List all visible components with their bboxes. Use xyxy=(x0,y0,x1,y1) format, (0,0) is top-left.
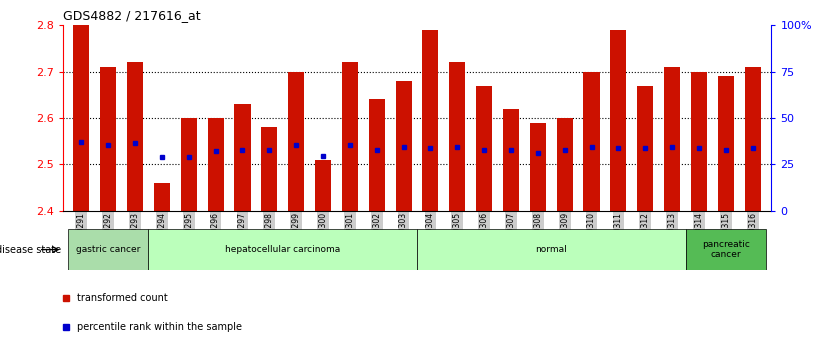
Bar xyxy=(450,62,465,211)
Bar xyxy=(691,72,707,211)
Bar xyxy=(686,229,766,270)
Bar xyxy=(637,86,653,211)
Bar xyxy=(127,62,143,211)
Text: GDS4882 / 217616_at: GDS4882 / 217616_at xyxy=(63,9,200,23)
Bar xyxy=(315,160,331,211)
Bar xyxy=(610,30,626,211)
Bar xyxy=(476,86,492,211)
Bar xyxy=(100,67,116,211)
Text: hepatocellular carcinoma: hepatocellular carcinoma xyxy=(225,245,340,254)
Bar xyxy=(153,183,170,211)
Bar xyxy=(261,127,278,211)
Bar xyxy=(369,99,384,211)
Text: pancreatic
cancer: pancreatic cancer xyxy=(702,240,750,259)
Bar xyxy=(342,62,358,211)
Bar xyxy=(395,81,412,211)
Bar xyxy=(503,109,519,211)
Bar xyxy=(556,118,573,211)
Text: disease state: disease state xyxy=(0,245,61,254)
Bar xyxy=(745,67,761,211)
Text: percentile rank within the sample: percentile rank within the sample xyxy=(77,322,242,331)
Bar xyxy=(584,72,600,211)
Bar xyxy=(73,25,89,211)
Text: gastric cancer: gastric cancer xyxy=(76,245,140,254)
Bar xyxy=(148,229,417,270)
Bar xyxy=(288,72,304,211)
Bar xyxy=(718,76,734,211)
Bar xyxy=(417,229,686,270)
Bar xyxy=(181,118,197,211)
Bar xyxy=(234,104,250,211)
Text: transformed count: transformed count xyxy=(77,293,168,303)
Text: normal: normal xyxy=(535,245,567,254)
Bar xyxy=(68,229,148,270)
Bar xyxy=(208,118,224,211)
Bar xyxy=(422,30,439,211)
Bar xyxy=(530,123,546,211)
Bar xyxy=(664,67,681,211)
